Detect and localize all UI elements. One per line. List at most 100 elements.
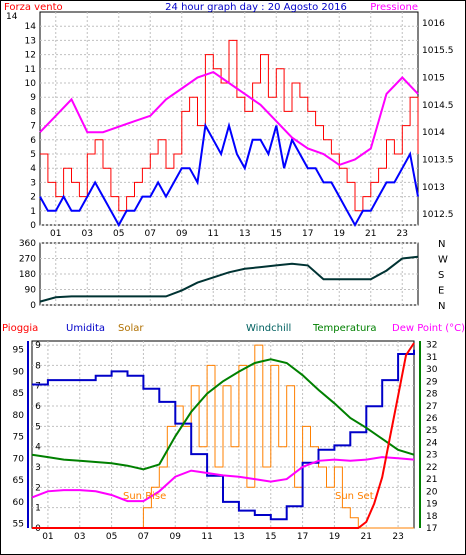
rain-series-line [32, 342, 415, 529]
direction-y-tick-label: 270 [19, 255, 36, 265]
pressure-y-tick-label: 1016 [422, 19, 445, 29]
climate-x-tick-label: 09 [170, 532, 182, 542]
climate-x-tick-label: 17 [297, 532, 308, 542]
pressure-y-tick-label: 1015.5 [422, 46, 454, 56]
pressure-label: Pressione [370, 2, 418, 13]
pressure-y-tick-label: 1014.5 [422, 101, 454, 111]
dewpoint-label: Dew Point (°C) [392, 323, 465, 334]
rain-y-tick-label: 1 [35, 504, 41, 514]
wind-y-tick-label: 7 [30, 122, 36, 132]
temp-y-tick-label: 20 [426, 487, 438, 497]
wind-x-tick-label: 05 [113, 229, 124, 239]
compass-label: S [438, 270, 444, 281]
temp-y-tick-label: 17 [426, 524, 437, 534]
temperature-label: Temperatura [312, 323, 377, 334]
temp-y-tick-label: 26 [426, 414, 438, 424]
wind-y-tick-label: 13 [25, 36, 36, 46]
rain-y-tick-label: 7 [35, 382, 41, 392]
solar-label: Solar [118, 323, 144, 334]
wind-x-tick-label: 15 [271, 229, 282, 239]
temp-y-tick-label: 27 [426, 402, 437, 412]
humidity-y-tick-label: 60 [13, 498, 25, 508]
pressure-series-line [39, 70, 419, 167]
humidity-y-tick-label: 75 [13, 433, 24, 443]
direction-y-tick-label: 360 [19, 239, 36, 249]
direction-y-tick-label: 180 [19, 270, 36, 280]
wind-top-tick: 14 [6, 12, 18, 22]
wind-series-line [40, 39, 419, 212]
wind-y-tick-label: 5 [30, 150, 36, 160]
wind-y-tick-label: 8 [30, 107, 36, 117]
wind-y-tick-label: 14 [25, 22, 37, 32]
climate-x-tick-label: 05 [106, 532, 117, 542]
humidity-y-tick-label: 85 [13, 389, 24, 399]
direction-y-tick-label: 90 [25, 286, 37, 296]
temp-y-tick-label: 24 [426, 438, 438, 448]
climate-x-tick-label: 01 [42, 532, 53, 542]
climate-x-tick-label: 23 [392, 532, 403, 542]
gust-series-line [39, 121, 419, 228]
climate-x-tick-label: 13 [233, 532, 244, 542]
climate-x-tick-label: 11 [201, 532, 212, 542]
humidity-y-tick-label: 70 [13, 454, 25, 464]
wind-x-tick-label: 07 [145, 229, 156, 239]
wind-label: Forza vento [4, 2, 63, 13]
humidity-y-tick-label: 65 [13, 476, 24, 486]
rain-y-tick-label: 4 [35, 443, 41, 453]
wind-y-tick-label: 6 [30, 136, 36, 146]
pressure-y-tick-label: 1015 [422, 74, 445, 84]
temp-y-tick-label: 19 [426, 500, 438, 510]
humidity-y-tick-label: 95 [13, 346, 24, 356]
wind-axis-ticks: 012345678910111213141012.510131013.51014… [25, 19, 454, 239]
sunset-annotation: Sun Set [335, 491, 374, 502]
wind-y-tick-label: 2 [30, 193, 36, 203]
climate-x-tick-label: 15 [265, 532, 276, 542]
compass-label: E [438, 286, 444, 297]
wind-y-tick-label: 4 [30, 164, 36, 174]
wind-x-tick-label: 21 [365, 229, 376, 239]
rain-y-tick-label: 8 [35, 361, 41, 371]
chart-title: 24 hour graph day : 20 Agosto 2016 [165, 2, 347, 13]
climate-x-tick-label: 21 [361, 532, 372, 542]
humidity-y-tick-label: 55 [13, 520, 24, 530]
windchill-label: Windchill [246, 323, 291, 334]
rain-y-tick-label: 6 [35, 402, 41, 412]
wind-y-tick-label: 0 [30, 221, 36, 231]
temp-y-tick-label: 22 [426, 463, 437, 473]
temp-y-tick-label: 32 [426, 341, 437, 351]
compass-label: N [438, 239, 445, 250]
pressure-y-tick-label: 1013.5 [422, 155, 454, 165]
humidity-label: Umidita [66, 323, 105, 334]
wind-x-tick-label: 13 [239, 229, 250, 239]
dewpoint-series-line [31, 456, 415, 503]
pressure-y-tick-label: 1014 [422, 128, 445, 138]
rain-y-tick-label: 5 [35, 422, 41, 432]
temp-y-tick-label: 31 [426, 353, 437, 363]
temp-y-tick-label: 25 [426, 426, 437, 436]
wind-x-tick-label: 09 [176, 229, 188, 239]
sunrise-annotation: Sun Rise [123, 491, 166, 502]
wind-x-tick-label: 23 [397, 229, 408, 239]
wind-y-tick-label: 3 [30, 178, 36, 188]
wind-x-tick-label: 19 [334, 229, 346, 239]
climate-x-tick-label: 03 [74, 532, 85, 542]
solar-series-line [32, 344, 414, 529]
wind-y-tick-label: 1 [30, 207, 36, 217]
direction-axis-ticks: 0 N 90 E 180 S 270 W 360 N [19, 239, 448, 312]
pressure-y-tick-label: 1013 [422, 183, 445, 193]
humidity-y-tick-label: 90 [13, 367, 25, 377]
wind-y-tick-label: 11 [25, 65, 36, 75]
compass-label: N [438, 301, 445, 312]
wind-x-tick-label: 03 [82, 229, 93, 239]
pressure-y-tick-label: 1012.5 [422, 210, 454, 220]
rain-y-tick-label: 9 [35, 341, 41, 351]
direction-series-line [39, 255, 419, 303]
climate-axis-ticks: 0123456789556065707580859095171819202122… [13, 341, 438, 542]
temperature-series-line [31, 358, 415, 471]
wind-x-tick-label: 01 [50, 229, 61, 239]
climate-x-tick-label: 07 [138, 532, 149, 542]
direction-y-tick-label: 0 [30, 301, 36, 311]
wind-x-tick-label: 11 [208, 229, 219, 239]
